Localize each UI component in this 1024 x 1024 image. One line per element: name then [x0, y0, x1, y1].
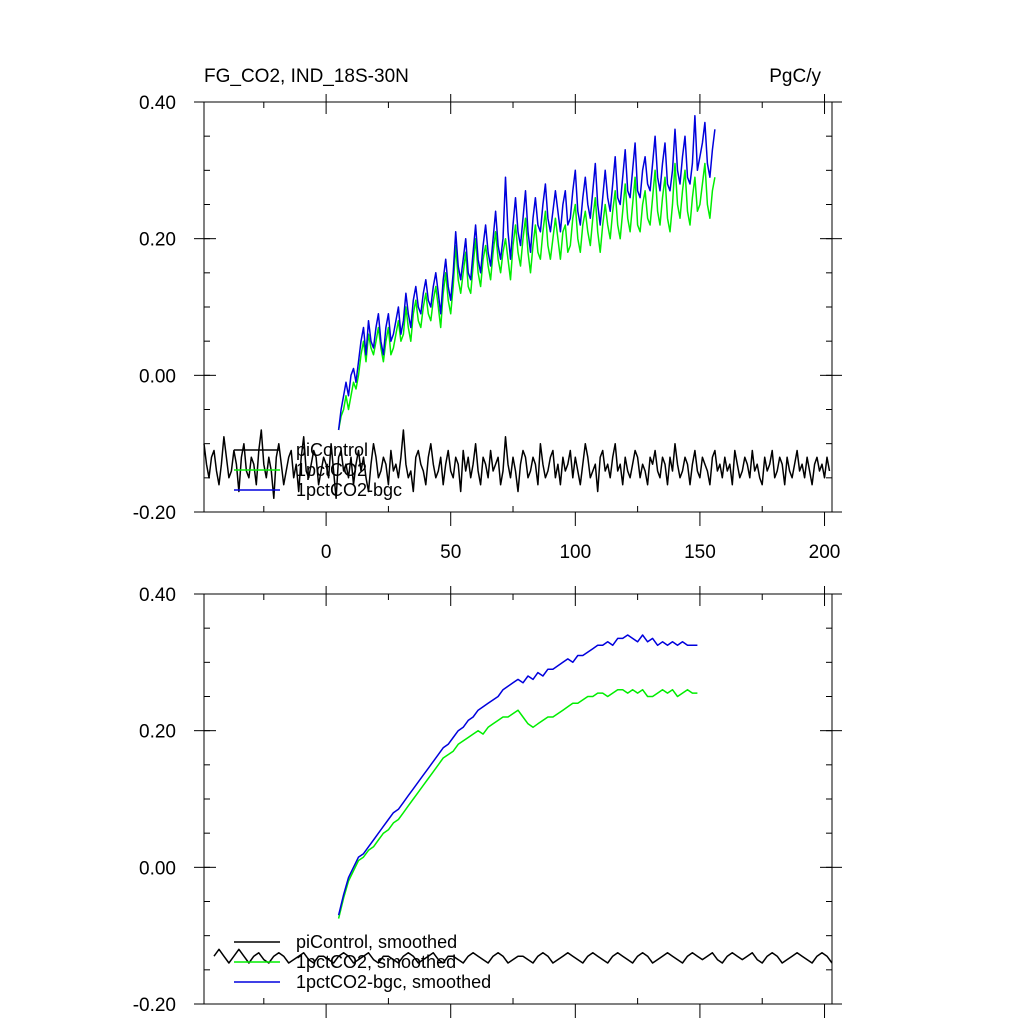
- smoothed-panel: -0.200.000.200.40 piControl, smoothed1pc…: [133, 585, 842, 1018]
- legend-label-1pctco2-bgc-smoothed: 1pctCO2-bgc, smoothed: [296, 972, 491, 992]
- y-tick-label: 0.40: [139, 93, 176, 114]
- series-line-1pctco2: [337, 162, 716, 431]
- legend-label-1pctco2: 1pctCO2: [296, 460, 367, 480]
- y-tick-label: 0.20: [139, 722, 176, 743]
- raw-panel-series: [203, 114, 831, 500]
- legend-label-1pctco2-bgc: 1pctCO2-bgc: [296, 480, 402, 500]
- series-line-1pctco2-bgc-smoothed: [337, 634, 698, 916]
- x-tick-label: 150: [684, 542, 716, 563]
- raw-panel: -0.20 0.00 0.20 0.40 0 50 100 150 200 piControl…: [133, 93, 842, 563]
- series-line-picontrol: [203, 429, 831, 500]
- series-line-picontrol-smoothed: [213, 948, 833, 964]
- chart-title: FG_CO2, IND_18S-30N: [204, 66, 409, 87]
- raw-panel-y-tick-labels: -0.20 0.00 0.20 0.40: [133, 93, 176, 524]
- x-tick-label: 100: [559, 542, 591, 563]
- legend-label-1pctco2-smoothed: 1pctCO2, smoothed: [296, 952, 456, 972]
- x-tick-label: 0: [321, 542, 332, 563]
- x-tick-label: 200: [809, 542, 841, 563]
- smoothed-panel-ticks: [194, 586, 842, 1018]
- y-tick-label: 0.40: [139, 585, 176, 606]
- smoothed-panel-y-tick-labels: -0.20 0.00 0.20 0.40: [133, 585, 176, 1016]
- y-tick-label: -0.20: [133, 995, 176, 1016]
- x-tick-label: 50: [440, 542, 461, 563]
- legend-label-picontrol: piControl: [296, 440, 368, 460]
- units-label: PgC/y: [769, 66, 821, 87]
- raw-panel-ticks: [194, 94, 842, 526]
- series-line-1pctco2-bgc: [337, 114, 716, 431]
- y-tick-label: -0.20: [133, 503, 176, 524]
- series-line-1pctco2-smoothed: [337, 688, 698, 919]
- y-tick-label: 0.00: [139, 366, 176, 387]
- y-tick-label: 0.00: [139, 858, 176, 879]
- legend-label-picontrol-smoothed: piControl, smoothed: [296, 932, 457, 952]
- smoothed-panel-series: [213, 634, 833, 964]
- raw-panel-x-tick-labels: 0 50 100 150 200: [321, 542, 841, 563]
- y-tick-label: 0.20: [139, 230, 176, 251]
